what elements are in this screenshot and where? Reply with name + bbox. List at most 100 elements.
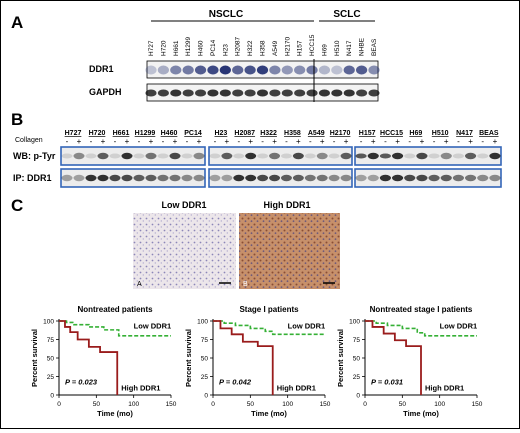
panel-b-lane-labels: H727 H720 H661 H1299 H460 PC14 H23 H2087 H322 H35… xyxy=(65,130,499,137)
high-ddr1-label: High DDR1 xyxy=(277,384,316,393)
ptyr-band xyxy=(304,153,316,159)
collagen-plus: + xyxy=(225,137,230,146)
collagen-plus: + xyxy=(77,137,82,146)
lane-label: H157 xyxy=(297,40,304,56)
panel-b-row-ddr1: IP: DDR1 xyxy=(13,173,52,183)
image-label-low: Low DDR1 xyxy=(162,200,207,210)
ddr1-band xyxy=(219,65,231,75)
ddr1-band xyxy=(182,65,194,75)
ptyr-band xyxy=(328,153,340,159)
gapdh-band xyxy=(194,89,207,97)
collagen-plus: + xyxy=(395,137,400,146)
lane-label: BEAS xyxy=(479,130,499,137)
x-tick-label: 100 xyxy=(282,401,293,408)
collagen-minus: - xyxy=(309,137,312,146)
ddr1-ip-band xyxy=(245,174,257,182)
ddr1-ip-band xyxy=(304,174,316,182)
x-tick-label: 150 xyxy=(166,401,177,408)
gapdh-band xyxy=(170,89,182,97)
y-tick-label: 0 xyxy=(204,393,208,400)
ptyr-band xyxy=(355,153,367,159)
ddr1-ip-band xyxy=(340,174,352,182)
ptyr-band xyxy=(85,153,97,159)
ddr1-band xyxy=(331,65,343,75)
ddr1-band xyxy=(232,65,244,75)
gapdh-band xyxy=(269,89,281,97)
group-label-nsclc: NSCLC xyxy=(209,9,243,20)
tissue-image-high xyxy=(239,213,340,289)
tissue-image-low xyxy=(133,213,236,289)
panel-a-row-ddr1: DDR1 xyxy=(89,64,114,74)
image-label-high: High DDR1 xyxy=(264,200,311,210)
collagen-minus: - xyxy=(114,137,117,146)
lane-label: A549 xyxy=(272,40,279,56)
p-value: P = 0.031 xyxy=(371,378,403,387)
x-tick-label: 0 xyxy=(363,401,367,408)
ddr1-ip-band xyxy=(316,174,328,182)
p-value: P = 0.042 xyxy=(219,378,252,387)
y-tick-label: 50 xyxy=(47,356,55,363)
lane-label: HCC15 xyxy=(309,34,316,56)
ddr1-ip-blot xyxy=(208,168,353,188)
gapdh-band xyxy=(281,89,293,97)
lane-label: NHBE xyxy=(359,37,366,56)
lane-label: H1299 xyxy=(185,36,192,56)
ptyr-band xyxy=(97,152,109,160)
ptyr-band xyxy=(73,152,85,160)
ptyr-band xyxy=(340,152,352,160)
collagen-plus: + xyxy=(344,137,349,146)
ptyr-blot xyxy=(60,146,206,166)
collagen-minus: - xyxy=(66,137,69,146)
ptyr-band xyxy=(209,153,221,159)
low-ddr1-curve xyxy=(59,320,171,337)
panel-b-letter: B xyxy=(11,110,23,129)
x-tick-label: 150 xyxy=(472,401,483,408)
lane-label: H2170 xyxy=(284,36,291,56)
panel-b-blots xyxy=(60,146,502,188)
gapdh-band xyxy=(318,89,331,97)
ptyr-blot xyxy=(354,146,502,166)
ptyr-band xyxy=(257,153,269,159)
ddr1-ip-band xyxy=(209,174,221,182)
ddr1-ip-band xyxy=(428,174,440,182)
collagen-plus: + xyxy=(101,137,106,146)
high-ddr1-label: High DDR1 xyxy=(121,384,160,393)
ddr1-ip-band xyxy=(379,174,391,182)
collagen-plus: + xyxy=(468,137,473,146)
ddr1-ip-band xyxy=(392,174,404,182)
collagen-plus: + xyxy=(420,137,425,146)
y-tick-label: 100 xyxy=(349,319,360,326)
collagen-minus: - xyxy=(360,137,363,146)
collagen-minus: - xyxy=(214,137,217,146)
ptyr-band xyxy=(292,152,304,160)
ddr1-ip-band xyxy=(233,174,245,182)
tissue-image-low-letter: A xyxy=(137,281,142,288)
collagen-plus: + xyxy=(272,137,277,146)
ptyr-band xyxy=(392,152,404,160)
y-axis-label: Percent survival xyxy=(30,329,39,387)
lane-label: PC14 xyxy=(184,130,202,137)
y-axis-label: Percent survival xyxy=(184,329,193,387)
x-axis-label: Time (mo) xyxy=(251,409,287,418)
ptyr-band xyxy=(440,152,452,160)
ddr1-ip-blot xyxy=(354,168,502,188)
collagen-plus: + xyxy=(248,137,253,146)
ddr1-ip-band xyxy=(193,174,205,182)
collagen-plus: + xyxy=(371,137,376,146)
ptyr-band xyxy=(121,152,133,160)
collagen-label: Collagen xyxy=(15,137,43,144)
ddr1-ip-band xyxy=(489,174,501,182)
ddr1-ip-band xyxy=(328,174,340,182)
collagen-plus: + xyxy=(197,137,202,146)
x-tick-label: 100 xyxy=(128,401,139,408)
panel-a-letter: A xyxy=(11,13,23,32)
lane-label: H2170 xyxy=(330,130,351,137)
collagen-minus: - xyxy=(261,137,264,146)
tissue-image-high-letter: B xyxy=(243,281,248,288)
ptyr-band xyxy=(477,153,489,159)
y-tick-label: 100 xyxy=(43,319,54,326)
y-tick-label: 75 xyxy=(201,337,209,344)
lane-label: H720 xyxy=(160,40,167,56)
